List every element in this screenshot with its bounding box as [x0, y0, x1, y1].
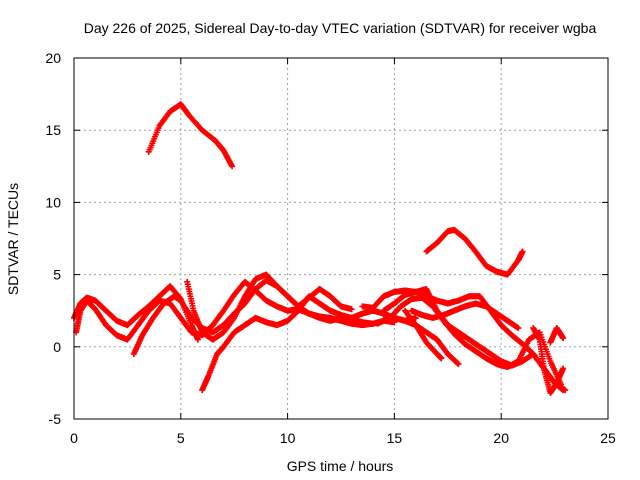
y-axis-label: SDTVAR / TECUs — [5, 183, 21, 295]
series-arc-10 — [374, 294, 565, 388]
data-point — [194, 336, 201, 343]
series-arc-3 — [71, 283, 201, 343]
x-tick-label: 0 — [70, 430, 78, 446]
data-point — [515, 325, 522, 332]
series-arc-13 — [408, 300, 522, 332]
chart-title: Day 226 of 2025, Sidereal Day-to-day VTE… — [84, 20, 597, 36]
series-arc-6 — [184, 271, 355, 343]
x-tick-label: 15 — [387, 430, 403, 446]
series-arc-1 — [145, 101, 236, 170]
y-tick-label: 0 — [53, 339, 61, 355]
data-point — [412, 314, 419, 321]
series-arc-15 — [547, 325, 567, 346]
data-point — [438, 355, 445, 362]
y-tick-label: 20 — [45, 50, 61, 66]
y-tick-label: -5 — [49, 411, 62, 427]
x-axis-label: GPS time / hours — [287, 458, 394, 474]
y-tick-label: 5 — [53, 267, 61, 283]
plot-border — [73, 57, 609, 420]
data-point — [348, 306, 355, 313]
series-arc-11 — [380, 312, 462, 368]
data-marks — [71, 101, 569, 397]
data-point — [560, 365, 567, 372]
series-arc-14 — [530, 325, 567, 397]
data-point — [455, 361, 462, 368]
series-arc-2 — [423, 226, 526, 278]
y-tick-label: 15 — [45, 122, 61, 138]
x-tick-label: 10 — [280, 430, 296, 446]
grid-lines — [74, 58, 608, 419]
x-tick-label: 5 — [177, 430, 185, 446]
x-tick-label: 20 — [493, 430, 509, 446]
x-tick-label: 25 — [600, 430, 616, 446]
data-point — [560, 387, 567, 394]
data-point — [229, 163, 236, 170]
data-point — [519, 248, 526, 255]
y-tick-label: 10 — [45, 194, 61, 210]
data-point — [454, 360, 461, 367]
axis-ticks: 0 5 10 15 20 25 -5 0 5 10 15 20 — [45, 50, 616, 446]
series-arc-12 — [402, 307, 445, 362]
data-point — [560, 335, 567, 342]
